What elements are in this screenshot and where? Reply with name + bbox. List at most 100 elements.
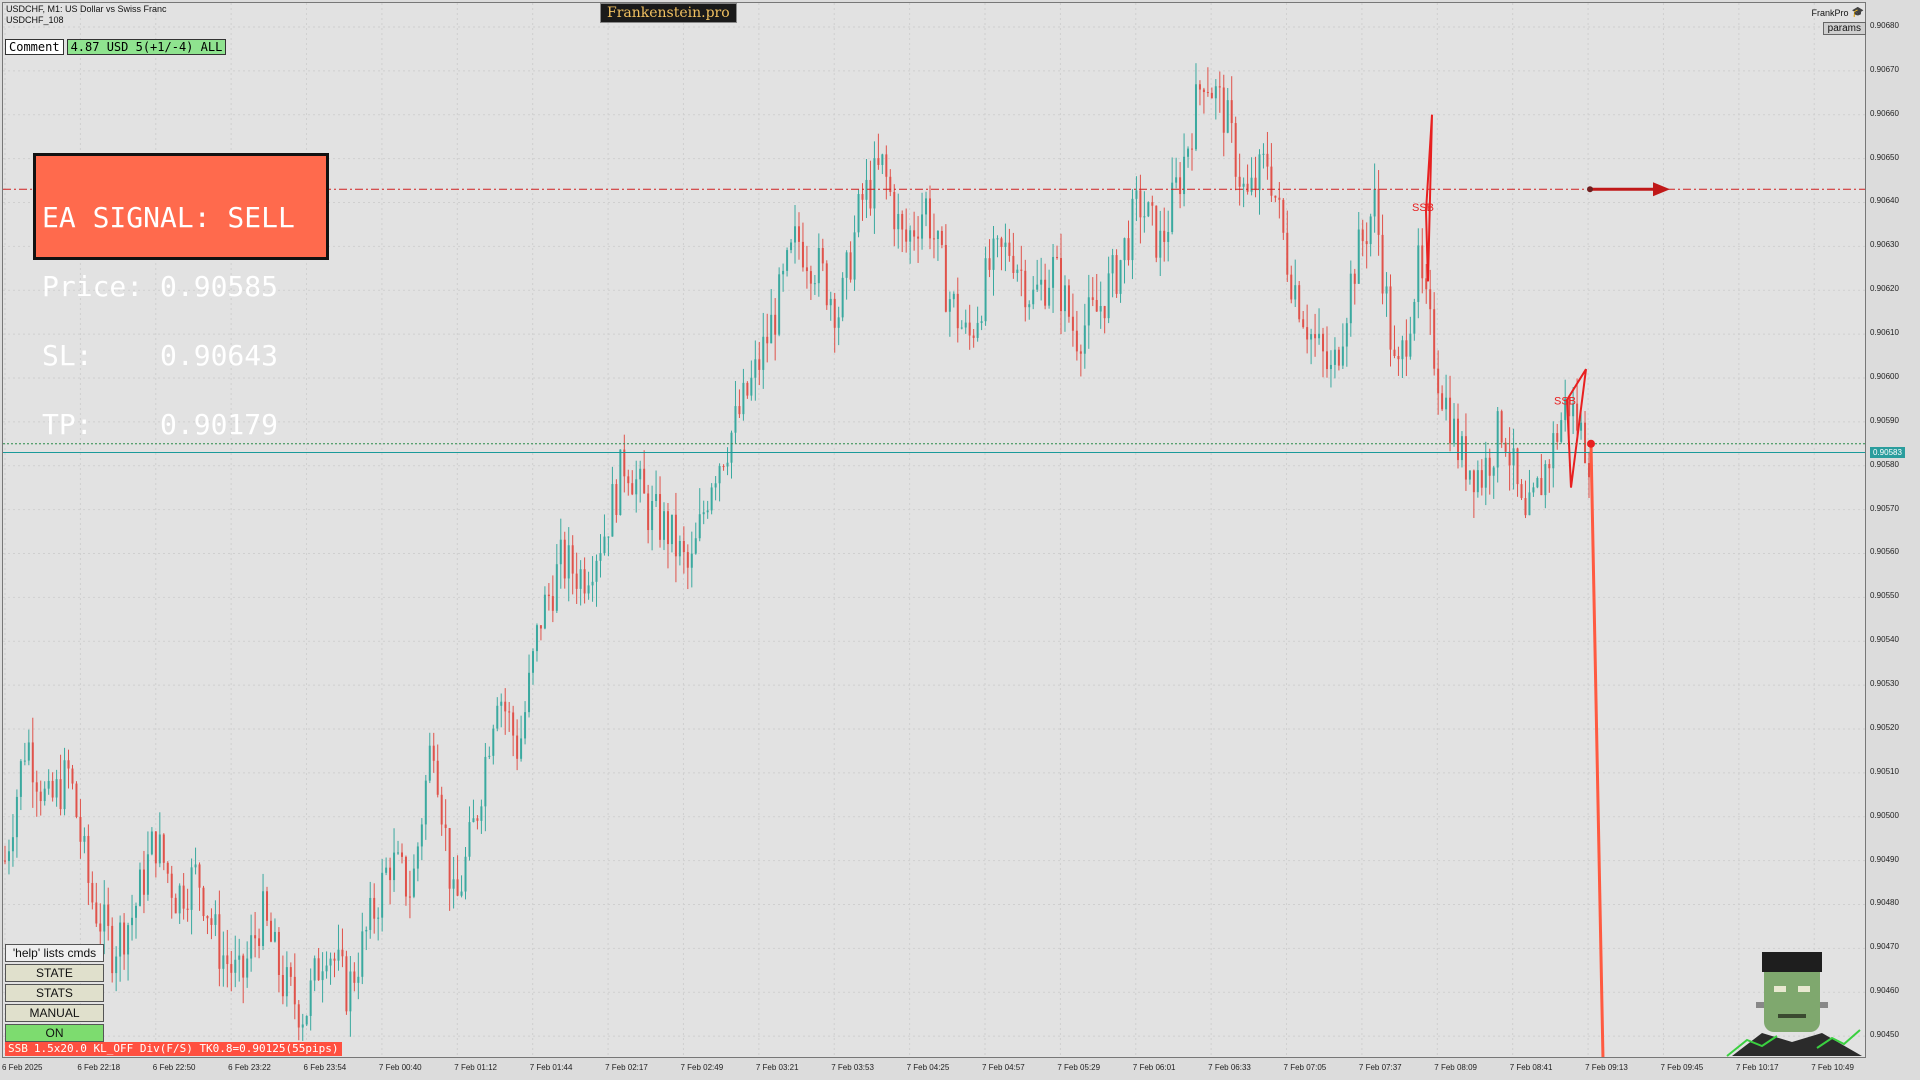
candle-body [976, 322, 979, 338]
candle-body [1230, 100, 1233, 124]
candle-body [797, 226, 800, 242]
candle-body [202, 887, 205, 917]
candle-body [1210, 92, 1213, 99]
candle-body [1472, 470, 1475, 493]
candle-body [154, 831, 157, 864]
candle-body [674, 514, 677, 557]
time-tick-label: 6 Feb 23:22 [228, 1063, 271, 1072]
price-tick-label: 0.90480 [1870, 898, 1899, 908]
manual-button[interactable]: MANUAL [5, 1004, 104, 1022]
time-tick-label: 7 Feb 03:21 [755, 1063, 799, 1072]
candle-body [107, 904, 110, 926]
candle-body [313, 958, 316, 981]
candle-body [762, 336, 765, 370]
candle-body [932, 238, 935, 240]
on-button[interactable]: ON [5, 1024, 104, 1042]
candle-body [1560, 420, 1563, 442]
candle-body [1437, 368, 1440, 394]
candle-body [1361, 229, 1364, 242]
candle-body [1060, 258, 1062, 312]
time-tick-label: 6 Feb 2025 [2, 1063, 43, 1072]
candle-body [1325, 351, 1328, 370]
candle-body [27, 742, 30, 761]
candle-body [921, 214, 924, 239]
candle-body [1135, 190, 1138, 199]
candle-body [345, 956, 348, 1012]
price-tick-label: 0.90450 [1870, 1030, 1899, 1040]
price-tick-label: 0.90500 [1870, 810, 1899, 820]
bid-price-tag: 0.90583 [1870, 446, 1905, 458]
candle-body [273, 931, 276, 942]
candle-body [1584, 422, 1587, 464]
candle-body [404, 856, 407, 897]
time-tick-label: 6 Feb 23:54 [303, 1063, 347, 1072]
candle-body [1155, 205, 1158, 258]
candle-body [1337, 349, 1340, 366]
candle-body [1226, 100, 1229, 133]
candle-body [111, 925, 114, 974]
candle-body [960, 327, 963, 329]
candle-body [170, 873, 173, 898]
candle-body [1024, 270, 1027, 308]
candle-body [1139, 190, 1142, 218]
candle-body [178, 885, 181, 914]
stats-button[interactable]: STATS [5, 984, 104, 1002]
candle-body [1111, 255, 1114, 274]
candle-body [1580, 422, 1583, 431]
candle-body [258, 938, 261, 946]
candle-body [750, 377, 753, 396]
candle-body [678, 540, 681, 557]
candle-body [786, 250, 789, 271]
candle-body [718, 466, 721, 484]
state-button[interactable]: STATE [5, 964, 104, 982]
candle-body [393, 852, 396, 881]
candle-body [214, 914, 217, 925]
candle-body [373, 897, 376, 919]
candle-body [563, 539, 566, 579]
candle-body [83, 835, 86, 842]
candle-body [1322, 333, 1325, 352]
candle-body [516, 735, 519, 759]
candle-body [992, 238, 995, 270]
graduation-cap-icon: 🎓 [1851, 7, 1864, 18]
candle-body [1131, 198, 1134, 261]
candle-body [659, 494, 662, 540]
candle-body [1302, 319, 1305, 328]
time-tick-label: 7 Feb 08:41 [1509, 1063, 1553, 1072]
candle-body [79, 816, 82, 842]
candle-body [901, 213, 904, 230]
candle-body [730, 432, 733, 463]
candle-body [615, 484, 618, 515]
candle-body [936, 230, 939, 239]
candle-body [460, 891, 463, 896]
time-tick-label: 7 Feb 01:44 [529, 1063, 573, 1072]
price-tick-label: 0.90460 [1870, 986, 1899, 996]
candle-body [365, 929, 368, 932]
candle-body [885, 154, 888, 177]
candle-body [1496, 411, 1499, 468]
candle-body [230, 964, 233, 973]
frankpro-text: FrankPro [1811, 7, 1849, 18]
candle-body [984, 258, 987, 322]
params-button[interactable]: params [1822, 22, 1866, 35]
candle-body [1234, 123, 1237, 177]
candle-body [952, 293, 955, 300]
candle-body [897, 213, 900, 230]
candle-body [416, 846, 419, 869]
candle-body [262, 891, 265, 946]
candle-body [1274, 195, 1277, 198]
candle-body [722, 466, 725, 468]
candle-body [682, 540, 685, 553]
candle-body [635, 479, 638, 495]
candle-body [1393, 349, 1396, 356]
candle-body [651, 501, 654, 531]
time-tick-label: 7 Feb 06:01 [1132, 1063, 1176, 1072]
signal-sl: SL: 0.90643 [42, 339, 279, 372]
help-button[interactable]: 'help' lists cmds [5, 944, 104, 962]
candle-body [174, 897, 177, 914]
price-tick-label: 0.90630 [1870, 240, 1899, 250]
candle-body [1536, 478, 1539, 488]
candle-body [877, 158, 880, 165]
candle-body [281, 975, 284, 997]
price-chart[interactable]: SSB SSB [3, 3, 1866, 1058]
